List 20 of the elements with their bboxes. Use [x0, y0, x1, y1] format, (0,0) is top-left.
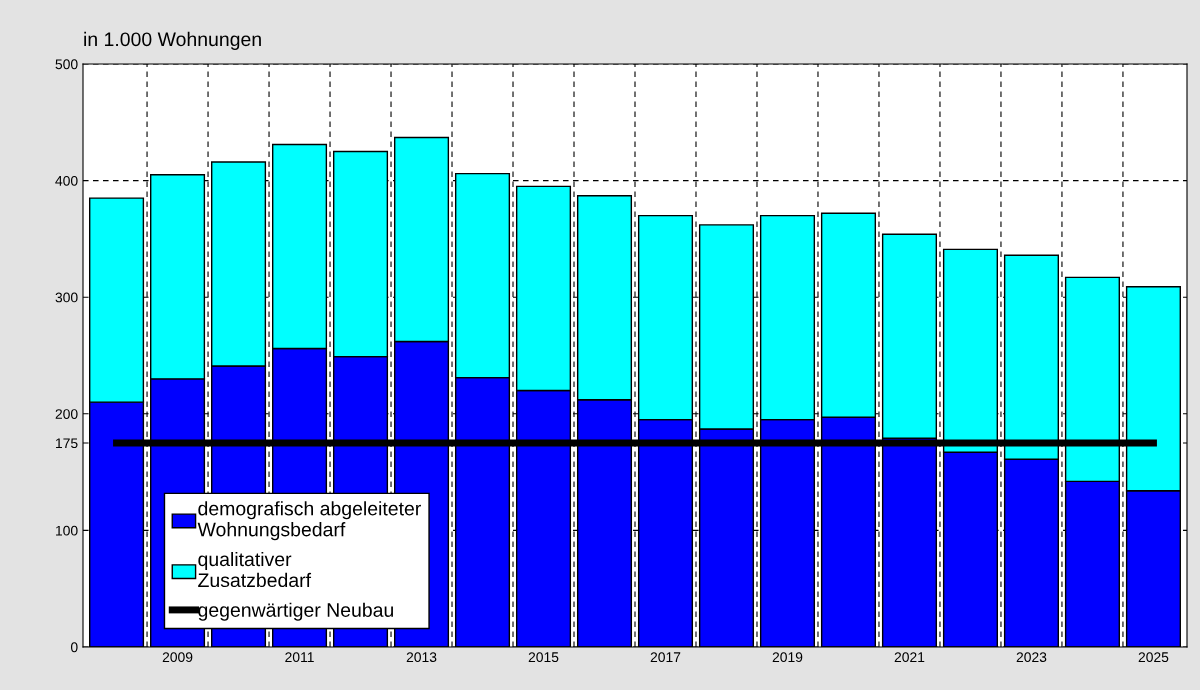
y-tick-label: 175: [56, 438, 78, 449]
x-tick-label: 2019: [772, 652, 803, 663]
x-tick-label: 2017: [650, 652, 681, 663]
x-tick-label: 2023: [1016, 652, 1047, 663]
x-tick-label: 2011: [285, 652, 314, 663]
legend-label: gegenwärtiger Neubau: [198, 602, 393, 621]
y-tick-label: 500: [55, 59, 78, 70]
y-tick-label: 400: [55, 175, 78, 186]
x-tick-label: 2013: [406, 652, 437, 663]
y-axis-title: in 1.000 Wohnungen: [84, 31, 261, 50]
y-tick-label: 200: [55, 409, 78, 419]
legend-label: qualitativer Zusatzbedarf: [198, 551, 312, 588]
y-tick-label: 100: [56, 525, 78, 536]
y-tick-label: 0: [70, 642, 78, 653]
y-tick-label: 300: [55, 292, 78, 303]
x-tick-label: 2015: [528, 652, 559, 663]
x-tick-label: 2021: [894, 652, 925, 663]
x-tick-label: 2009: [162, 652, 193, 663]
legend-label: demografisch abgeleiteter Wohnungsbedarf: [197, 501, 421, 541]
x-tick-label: 2025: [1138, 652, 1169, 663]
